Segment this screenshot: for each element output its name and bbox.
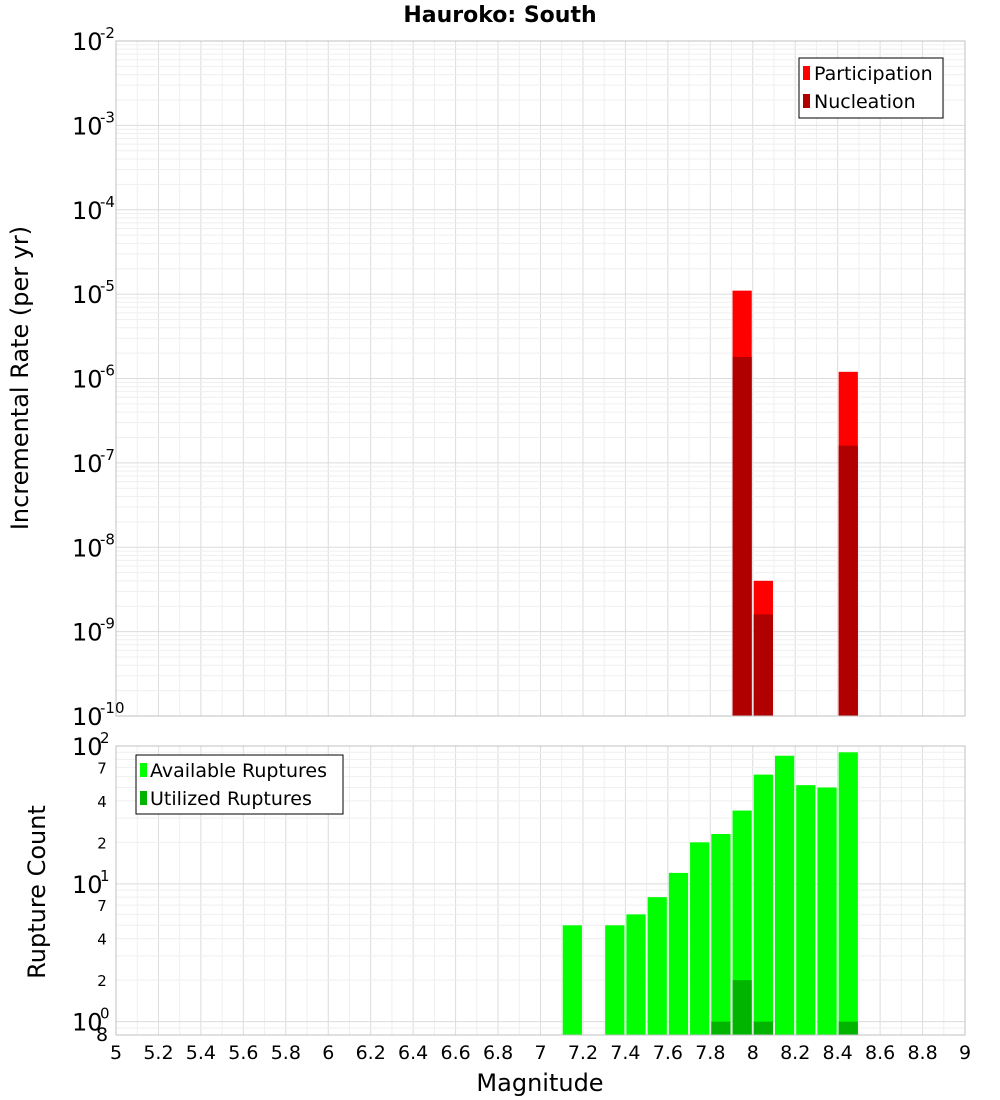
x-tick-label: 6 (322, 1042, 334, 1064)
rate-y-tick-exponent: -7 (100, 446, 115, 464)
count-legend-box (135, 754, 344, 815)
count-y-tick-exponent: 2 (100, 729, 110, 747)
rate-y-tick-exponent: -2 (100, 24, 115, 42)
rate-y-tick-label: 10 (72, 619, 103, 647)
count-y-minor-tick-label: 4 (97, 931, 107, 949)
x-tick-label: 8.4 (823, 1042, 853, 1064)
legend-label-participation: Participation (814, 63, 933, 85)
available-ruptures-bar (668, 872, 689, 1035)
available-ruptures-bar (605, 925, 625, 1035)
rate-bars (732, 290, 858, 716)
rate-y-ticks: 10-210-310-410-510-610-710-810-910-10 (72, 24, 125, 731)
x-tick-label: 5 (110, 1042, 122, 1064)
rate-y-tick-label: 10 (72, 450, 103, 478)
nucleation-bar (838, 445, 858, 716)
legend-swatch-utilized (140, 791, 147, 805)
rate-legend-box (798, 57, 944, 119)
nucleation-bar (732, 356, 752, 716)
utilized-ruptures-bar (711, 1021, 731, 1035)
x-tick-label: 8.2 (780, 1042, 810, 1064)
rate-y-tick-exponent: -6 (100, 362, 115, 380)
available-ruptures-bar (690, 842, 710, 1035)
nucleation-bar (753, 614, 773, 716)
x-tick-label: 5.4 (186, 1042, 216, 1064)
count-y-tick-exponent: 1 (100, 867, 110, 885)
available-ruptures-bar (562, 925, 582, 1035)
x-axis-label: Magnitude (476, 1069, 603, 1097)
x-tick-label: 6.8 (483, 1042, 513, 1064)
count-bars (562, 752, 858, 1035)
rate-y-tick-label: 10 (72, 703, 103, 731)
legend-label-utilized: Utilized Ruptures (150, 788, 312, 810)
x-tick-label: 5.6 (228, 1042, 258, 1064)
count-y-minor-tick-label: 7 (97, 759, 107, 777)
legend-label-available: Available Ruptures (150, 760, 327, 782)
available-ruptures-bar (774, 755, 795, 1035)
count-y-minor-tick-label: 2 (97, 972, 107, 990)
x-tick-label: 5.2 (143, 1042, 173, 1064)
count-plot-border (115, 745, 966, 1036)
count-legend: Available Ruptures Utilized Ruptures (135, 754, 344, 815)
rate-y-tick-label: 10 (72, 112, 103, 140)
x-tick-label: 6.2 (356, 1042, 386, 1064)
chart-title: Hauroko: South (403, 3, 596, 28)
rate-y-tick-label: 10 (72, 28, 103, 56)
x-tick-label: 7.2 (568, 1042, 598, 1064)
x-tick-label: 9 (959, 1042, 971, 1064)
legend-swatch-nucleation (803, 94, 810, 108)
rate-y-tick-label: 10 (72, 366, 103, 394)
legend-swatch-available (140, 763, 147, 777)
x-tick-label: 7.6 (653, 1042, 683, 1064)
rate-y-tick-label: 10 (72, 197, 103, 225)
available-ruptures-bar (647, 897, 667, 1035)
rate-plot-border (115, 40, 966, 717)
rate-y-axis-label: Incremental Rate (per yr) (6, 226, 34, 530)
count-y-tick-exponent: 0 (100, 1005, 110, 1023)
rate-legend: Participation Nucleation (798, 57, 944, 119)
rate-y-tick-exponent: -5 (100, 277, 115, 295)
rate-y-tick-exponent: -9 (100, 615, 115, 633)
x-tick-label: 8.8 (907, 1042, 937, 1064)
rate-y-tick-exponent: -10 (100, 699, 125, 717)
available-ruptures-bar (711, 833, 731, 1035)
rate-y-tick-label: 10 (72, 281, 103, 309)
count-y-minor-tick-label: 4 (97, 793, 107, 811)
rate-y-tick-exponent: -8 (100, 530, 115, 548)
available-ruptures-bar (838, 752, 858, 1035)
rate-panel: 10-210-310-410-510-610-710-810-910-10 In… (6, 24, 966, 731)
utilized-ruptures-bar (753, 1021, 773, 1035)
legend-label-nucleation: Nucleation (814, 91, 916, 113)
count-y-tick-label: 10 (72, 1009, 103, 1037)
count-y-minor-tick-label: 7 (97, 897, 107, 915)
x-tick-label: 7.8 (695, 1042, 725, 1064)
rate-y-tick-exponent: -4 (100, 193, 115, 211)
count-y-tick-label: 10 (72, 871, 103, 899)
count-y-minor-tick-label: 2 (97, 834, 107, 852)
x-tick-label: 8.6 (865, 1042, 895, 1064)
x-tick-label: 5.8 (271, 1042, 301, 1064)
x-tick-label: 6.6 (440, 1042, 470, 1064)
count-y-minor-tick-label: 8 (96, 1024, 108, 1046)
x-tick-label: 7 (534, 1042, 546, 1064)
rate-y-tick-exponent: -3 (100, 108, 115, 126)
available-ruptures-bar (732, 810, 752, 1035)
available-ruptures-bar (626, 914, 646, 1035)
legend-swatch-participation (803, 66, 810, 80)
count-y-axis-label: Rupture Count (23, 805, 51, 979)
rate-gridlines (115, 41, 966, 717)
x-axis-ticks: 5 5.2 5.4 5.6 5.8 6 6.2 6.4 6.6 6.8 7 7.2 7.4 7.6 7.8 8… (110, 1042, 971, 1064)
available-ruptures-bar (753, 774, 773, 1035)
utilized-ruptures-bar (838, 1021, 858, 1035)
x-tick-label: 7.4 (610, 1042, 640, 1064)
available-ruptures-bar (817, 787, 837, 1035)
x-tick-label: 8 (747, 1042, 759, 1064)
x-tick-label: 6.4 (398, 1042, 428, 1064)
available-ruptures-bar (796, 785, 816, 1035)
count-y-tick-label: 10 (72, 733, 103, 761)
rate-y-tick-label: 10 (72, 534, 103, 562)
utilized-ruptures-bar (732, 980, 752, 1035)
